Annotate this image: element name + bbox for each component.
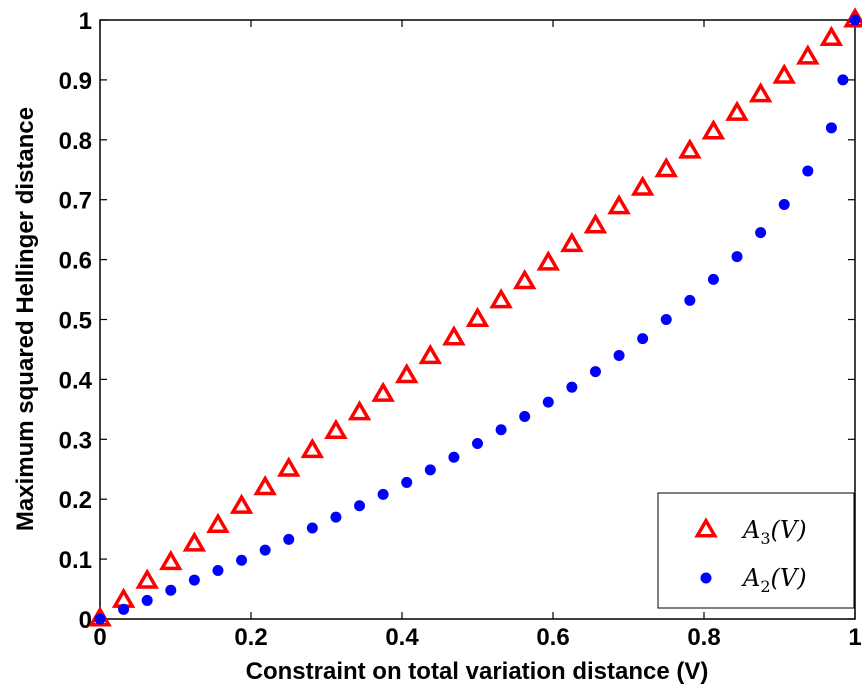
a2-point [259, 544, 271, 556]
a3-point [607, 194, 631, 215]
a2-point [660, 314, 672, 325]
a3-point [324, 418, 348, 439]
a3-point [583, 213, 608, 234]
legend-label: A3(V) [741, 516, 807, 548]
a3-point [394, 363, 419, 384]
a2-point [495, 424, 507, 436]
a2-point [377, 488, 389, 500]
a2-point [401, 476, 413, 488]
legend-label-arg: (V) [771, 564, 807, 592]
legend-marker-a2 [700, 572, 712, 584]
a2-point [755, 227, 767, 239]
legend-box [657, 492, 855, 609]
a2-point [188, 574, 200, 586]
a3-point [277, 456, 301, 477]
a2-point [330, 511, 342, 523]
a2-point [519, 411, 531, 423]
x-tick-label: 0.4 [385, 624, 419, 651]
a3-point [536, 250, 561, 271]
a2-point [306, 522, 318, 534]
legend-label-sub: 2 [760, 577, 770, 596]
a2-point [849, 14, 861, 26]
a3-point [654, 156, 678, 178]
a3-point [182, 531, 207, 552]
a2-point [354, 500, 366, 512]
a3-point [772, 63, 796, 84]
a3-point [442, 325, 466, 346]
a2-point [802, 165, 814, 177]
a3-point [347, 400, 372, 421]
data-markers [88, 7, 862, 627]
a2-point [165, 584, 177, 596]
a3-point [465, 306, 490, 327]
a2-point [94, 613, 106, 625]
y-tick-label: 0.6 [59, 248, 92, 275]
a3-point [725, 100, 749, 121]
y-tick-label: 0.9 [59, 68, 92, 95]
a3-point [512, 268, 537, 290]
x-axis-label: Constraint on total variation distance (… [246, 658, 709, 685]
a3-point [560, 231, 584, 253]
a3-point [418, 343, 443, 365]
a2-point [837, 74, 849, 86]
a2-point [589, 366, 601, 378]
a2-point [424, 464, 436, 476]
a3-point [206, 512, 230, 534]
a3-point [159, 549, 183, 571]
a2-point [141, 594, 153, 606]
axis-ticks: 0 0.2 0.4 0.6 0.8 1 0 0.1 0.2 0.3 0.4 0.5 0.6 0.7 0.8 0… [59, 8, 862, 651]
legend-label-base: A [741, 516, 760, 544]
a2-point [637, 333, 649, 345]
a2-point [236, 554, 248, 566]
a2-point [684, 294, 696, 306]
a2-point [283, 533, 295, 545]
y-tick-label: 0.8 [59, 128, 92, 155]
a3-point [489, 288, 513, 309]
legend-label-arg: (V) [771, 516, 807, 544]
y-tick-label: 0.3 [59, 427, 92, 454]
a3-point [748, 82, 773, 103]
a2-point [566, 381, 578, 393]
a2-point [448, 451, 460, 463]
a3-point [253, 475, 277, 496]
a3-point [796, 44, 820, 65]
legend: A3(V)A2(V) [657, 492, 855, 609]
a2-point [707, 273, 719, 285]
a2-point [118, 603, 130, 615]
legend-label-base: A [741, 564, 760, 592]
y-tick-label: 1 [79, 8, 92, 35]
y-tick-label: 0.5 [59, 308, 92, 335]
y-tick-label: 0.2 [59, 487, 92, 514]
a3-point [819, 25, 844, 47]
a3-point [135, 568, 159, 589]
a3-point [678, 138, 702, 159]
x-tick-label: 0.2 [234, 624, 267, 651]
x-tick-label: 0.8 [687, 624, 720, 651]
a3-point [701, 119, 726, 140]
y-axis-label: Maximum squared Hellinger distance [12, 107, 39, 531]
legend-label-sub: 3 [760, 529, 770, 548]
a3-point [371, 381, 395, 402]
a2-point [542, 396, 554, 408]
a2-point [472, 437, 483, 449]
a2-point [613, 349, 625, 361]
a2-point [212, 564, 224, 576]
a3-point [300, 437, 325, 459]
y-tick-label: 0.4 [59, 367, 93, 394]
x-tick-label: 1 [848, 624, 861, 651]
legend-marker-a3 [694, 517, 718, 538]
y-tick-label: 0.1 [59, 547, 92, 574]
y-tick-label: 0.7 [59, 188, 92, 215]
legend-label: A2(V) [741, 564, 807, 596]
a3-point [229, 493, 254, 514]
x-tick-label: 0.6 [536, 624, 569, 651]
y-tick-label: 0 [79, 607, 92, 634]
x-tick-label: 0 [93, 624, 106, 651]
a2-point [825, 122, 837, 134]
a2-point [731, 251, 743, 263]
a2-point [778, 198, 790, 210]
a3-point [630, 175, 655, 196]
